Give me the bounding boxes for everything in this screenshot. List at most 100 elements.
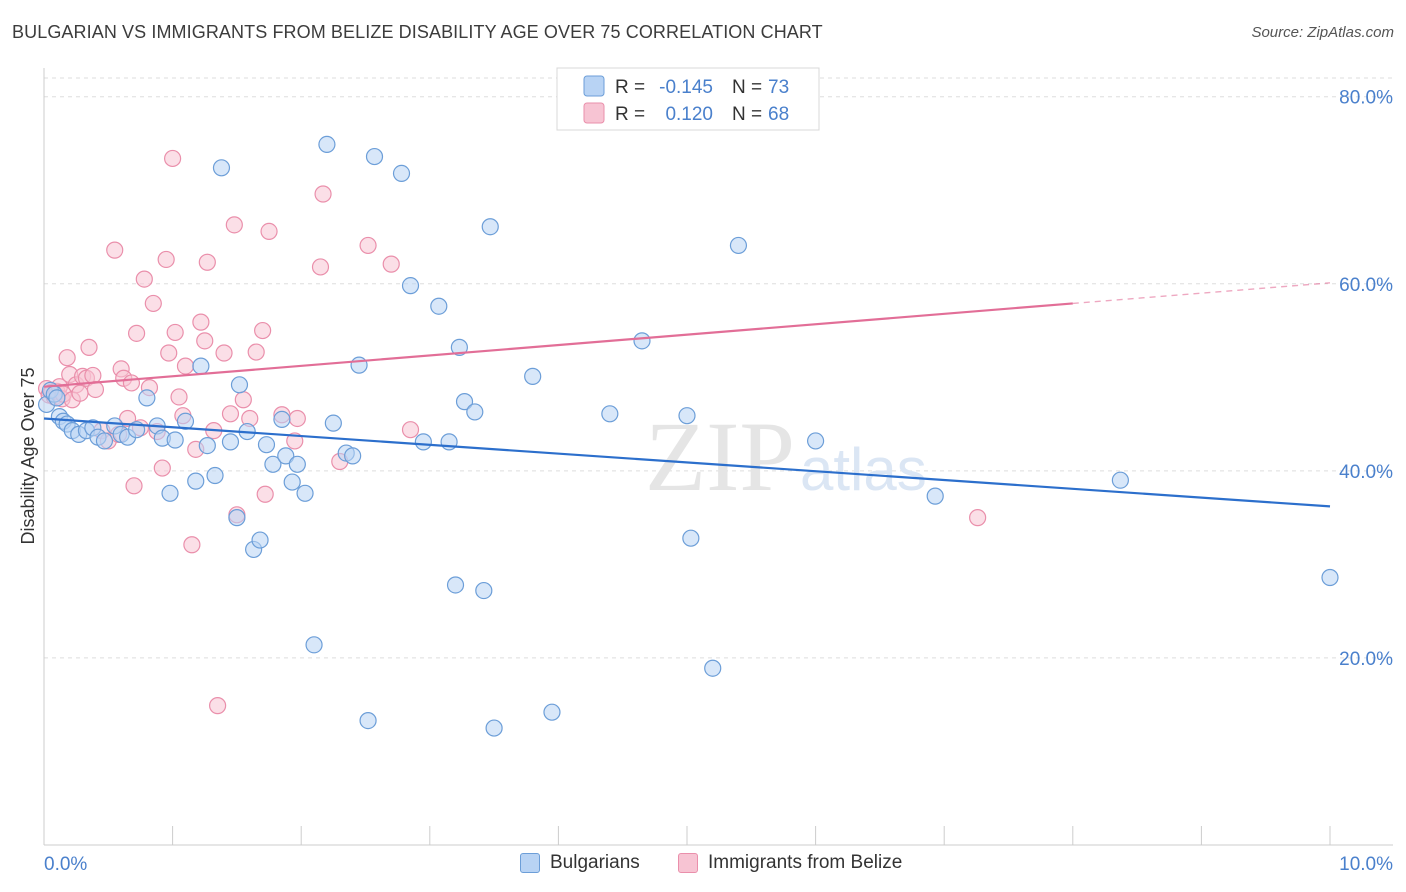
- point-bulgarians: [95, 432, 114, 450]
- y-tick-label: 60.0%: [1339, 275, 1393, 296]
- y-tick-label: 40.0%: [1339, 462, 1393, 483]
- x-tick-label: 10.0%: [1339, 854, 1393, 875]
- point-bulgarians: [926, 487, 944, 505]
- point-bulgarians: [228, 509, 246, 527]
- point-bulgarians: [704, 659, 722, 677]
- point-belize: [969, 509, 987, 527]
- point-bulgarians: [305, 636, 323, 654]
- point-belize: [234, 391, 252, 409]
- legend-item-bulgarians[interactable]: Bulgarians: [520, 852, 640, 874]
- trend-line-bulgarians: [43, 417, 1331, 508]
- point-bulgarians: [264, 455, 282, 473]
- point-bulgarians: [485, 719, 503, 737]
- point-bulgarians: [678, 407, 696, 425]
- point-bulgarians: [288, 455, 306, 473]
- point-belize: [247, 343, 265, 361]
- point-belize: [58, 349, 76, 367]
- point-bulgarians: [273, 410, 291, 429]
- point-bulgarians: [466, 403, 484, 421]
- legend-n-label: N =: [732, 104, 762, 125]
- point-bulgarians: [601, 405, 619, 423]
- legend-swatch-blue: [520, 853, 540, 873]
- point-bulgarians: [392, 164, 411, 183]
- y-tick-label: 20.0%: [1339, 649, 1393, 670]
- point-belize: [125, 477, 143, 495]
- x-tick-label: 0.0%: [44, 854, 87, 875]
- point-belize: [260, 222, 278, 240]
- point-belize: [183, 536, 201, 554]
- point-belize: [153, 459, 171, 477]
- point-bulgarians: [344, 447, 362, 465]
- source-label: Source: ZipAtlas.com: [1251, 24, 1394, 41]
- point-bulgarians: [729, 236, 748, 255]
- point-bulgarians: [350, 356, 368, 374]
- point-belize: [160, 344, 178, 362]
- trend-line-belize: [43, 302, 1073, 388]
- point-bulgarians: [192, 357, 210, 375]
- point-belize: [166, 323, 184, 342]
- point-bulgarians: [359, 711, 377, 730]
- point-bulgarians: [212, 159, 231, 177]
- point-bulgarians: [806, 432, 825, 450]
- point-belize: [221, 405, 240, 423]
- point-bulgarians: [257, 436, 276, 454]
- point-belize: [196, 332, 214, 350]
- y-axis-title: Disability Age Over 75: [18, 367, 38, 544]
- point-belize: [157, 250, 175, 269]
- legend-r-value: -0.145: [659, 77, 713, 98]
- point-belize: [382, 255, 400, 273]
- point-bulgarians: [1321, 568, 1339, 587]
- point-belize: [80, 338, 98, 356]
- legend-n-value: 68: [768, 104, 789, 125]
- point-bulgarians: [450, 338, 468, 356]
- point-bulgarians: [296, 484, 314, 502]
- point-belize: [401, 421, 420, 439]
- y-tick-label: 80.0%: [1339, 88, 1393, 109]
- point-bulgarians: [187, 472, 205, 490]
- point-belize: [254, 321, 272, 340]
- point-bulgarians: [475, 581, 493, 600]
- watermark: ZIP: [645, 401, 795, 512]
- point-bulgarians: [251, 531, 269, 549]
- point-bulgarians: [430, 297, 448, 315]
- legend-r-label: R =: [615, 77, 645, 98]
- grid: [44, 77, 1393, 659]
- point-bulgarians: [138, 389, 156, 407]
- data-points: [37, 135, 1339, 737]
- point-belize: [135, 270, 153, 288]
- y-axis-label: Disability Age Over 75: [18, 367, 38, 544]
- point-bulgarians: [1111, 471, 1129, 489]
- legend-swatch-pink: [678, 853, 698, 873]
- point-bulgarians: [365, 147, 384, 166]
- point-bulgarians: [221, 433, 240, 451]
- point-bulgarians: [324, 414, 342, 432]
- trend-line-belize-dashed: [1072, 282, 1331, 305]
- chart-title: BULGARIAN VS IMMIGRANTS FROM BELIZE DISA…: [12, 22, 823, 42]
- point-belize: [288, 409, 306, 428]
- legend-label-bulgarians: Bulgarians: [550, 852, 640, 873]
- point-bulgarians: [283, 473, 301, 491]
- point-bulgarians: [318, 135, 336, 154]
- point-belize: [71, 384, 89, 402]
- legend-r-label: R =: [615, 104, 645, 125]
- legend-n-label: N =: [732, 77, 762, 98]
- point-bulgarians: [633, 332, 651, 350]
- point-bulgarians: [481, 218, 499, 236]
- point-belize: [256, 485, 274, 503]
- point-bulgarians: [166, 431, 184, 449]
- point-belize: [164, 149, 182, 168]
- point-belize: [122, 374, 141, 392]
- point-belize: [314, 185, 332, 203]
- trend-lines: [43, 282, 1331, 508]
- point-bulgarians: [230, 376, 249, 394]
- point-belize: [311, 258, 330, 276]
- legend-label-belize: Immigrants from Belize: [708, 852, 903, 873]
- point-belize: [192, 313, 210, 331]
- point-bulgarians: [414, 433, 432, 451]
- legend-item-belize[interactable]: Immigrants from Belize: [678, 852, 902, 874]
- point-belize: [198, 253, 216, 271]
- point-bulgarians: [543, 703, 561, 721]
- axes: 20.0% 40.0% 60.0% 80.0% 0.0% 10.0%: [43, 68, 1393, 875]
- legend-swatch: [583, 75, 605, 97]
